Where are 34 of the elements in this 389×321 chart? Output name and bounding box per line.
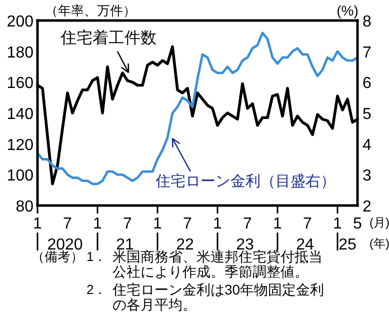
y2-axis-title: (%) (336, 2, 358, 18)
y2-tick-label: 4 (362, 136, 372, 154)
series-label: 住宅着工件数 (60, 29, 156, 47)
y-tick-label: 200 (6, 14, 34, 30)
y2-tick-label: 7 (362, 44, 372, 62)
x-tick-label: 7 (63, 216, 72, 232)
x-tick-label: 7 (123, 216, 132, 232)
x-tick-label: 1 (333, 216, 342, 232)
y2-tick-label: 5 (362, 106, 372, 123)
x-tick-label: 7 (243, 216, 252, 232)
y2-tick-label: 6 (362, 75, 372, 92)
y-axis-title: （年率、万件） (45, 3, 136, 18)
y-tick-label: 100 (6, 168, 34, 185)
x-tick-label: 1 (273, 216, 282, 232)
x-tick-label: 1 (33, 216, 42, 232)
x-tick-label: 5 (353, 216, 362, 232)
y2-tick-label: 3 (362, 168, 372, 185)
y-tick-label: 80 (16, 198, 34, 216)
text: (月) (370, 216, 389, 230)
x-tick-label: 1 (213, 216, 222, 232)
y2-tick-label: 2 (362, 198, 372, 216)
y-tick-label: 140 (6, 106, 34, 123)
y-tick-label: 120 (6, 136, 34, 154)
x-tick-label: 1 (153, 216, 162, 232)
text: 25 (338, 236, 356, 254)
text: (年) (370, 236, 389, 250)
series-label: 住宅ローン金利（目盛右） (154, 173, 336, 190)
x-tick-label: 7 (303, 216, 312, 232)
y-tick-label: 160 (6, 75, 34, 92)
x-tick-label: 1 (93, 216, 102, 232)
y2-tick-label: 8 (362, 14, 372, 30)
x-tick-label: 7 (183, 216, 192, 232)
y-tick-label: 180 (6, 44, 34, 62)
text: 2．住宅ローン金利は30年物固定金利の各月平均。 (86, 282, 324, 312)
